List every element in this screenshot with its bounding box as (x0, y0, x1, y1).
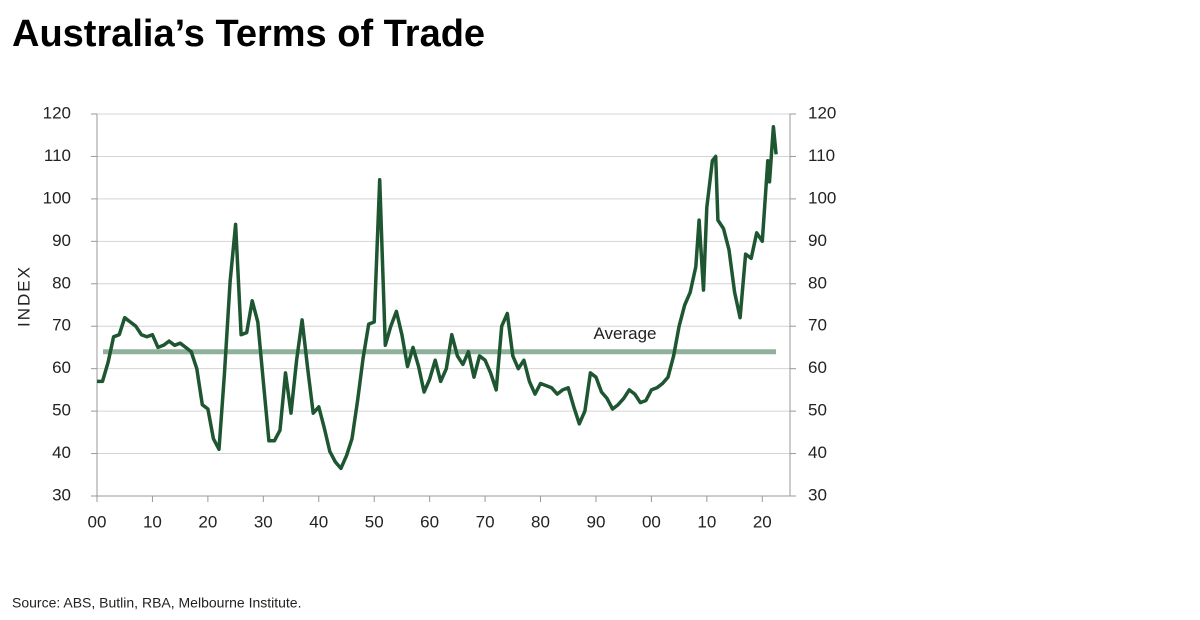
y2-tick-label: 120 (808, 103, 836, 122)
x-tick-label: 10 (143, 512, 162, 531)
y2-tick-label: 110 (808, 146, 835, 165)
y-tick-label: 120 (43, 103, 71, 122)
y-tick-label: 70 (52, 316, 71, 335)
y-tick-label: 30 (52, 485, 71, 504)
x-tick-label: 20 (753, 512, 772, 531)
x-tick-label: 30 (254, 512, 273, 531)
y-axis-label: INDEX (14, 265, 33, 327)
y-tick-label: 100 (43, 188, 71, 207)
y2-tick-label: 60 (808, 358, 827, 377)
y-tick-label: 40 (52, 443, 71, 462)
y-tick-label: 60 (52, 358, 71, 377)
y2-tick-label: 70 (808, 316, 827, 335)
y2-tick-label: 30 (808, 485, 827, 504)
x-tick-label: 50 (365, 512, 384, 531)
y-tick-label: 50 (52, 401, 71, 420)
y-tick-label: 90 (52, 231, 71, 250)
x-tick-label: 60 (420, 512, 439, 531)
x-tick-label: 80 (531, 512, 550, 531)
x-tick-label: 00 (88, 512, 107, 531)
x-tick-label: 40 (309, 512, 328, 531)
y2-tick-label: 40 (808, 443, 827, 462)
chart-title: Australia’s Terms of Trade (12, 13, 485, 55)
y-tick-label: 110 (44, 146, 71, 165)
x-tick-label: 90 (586, 512, 605, 531)
y-tick-label: 80 (52, 273, 71, 292)
x-tick-label: 00 (642, 512, 661, 531)
average-label: Average (593, 324, 656, 343)
source-note: Source: ABS, Butlin, RBA, Melbourne Inst… (12, 595, 301, 611)
data-line (97, 124, 778, 471)
y2-tick-label: 100 (808, 188, 836, 207)
x-tick-label: 20 (198, 512, 217, 531)
y2-tick-label: 50 (808, 401, 827, 420)
y2-tick-label: 80 (808, 273, 827, 292)
x-tick-label: 10 (697, 512, 716, 531)
x-tick-label: 70 (476, 512, 495, 531)
y2-tick-label: 90 (808, 231, 827, 250)
